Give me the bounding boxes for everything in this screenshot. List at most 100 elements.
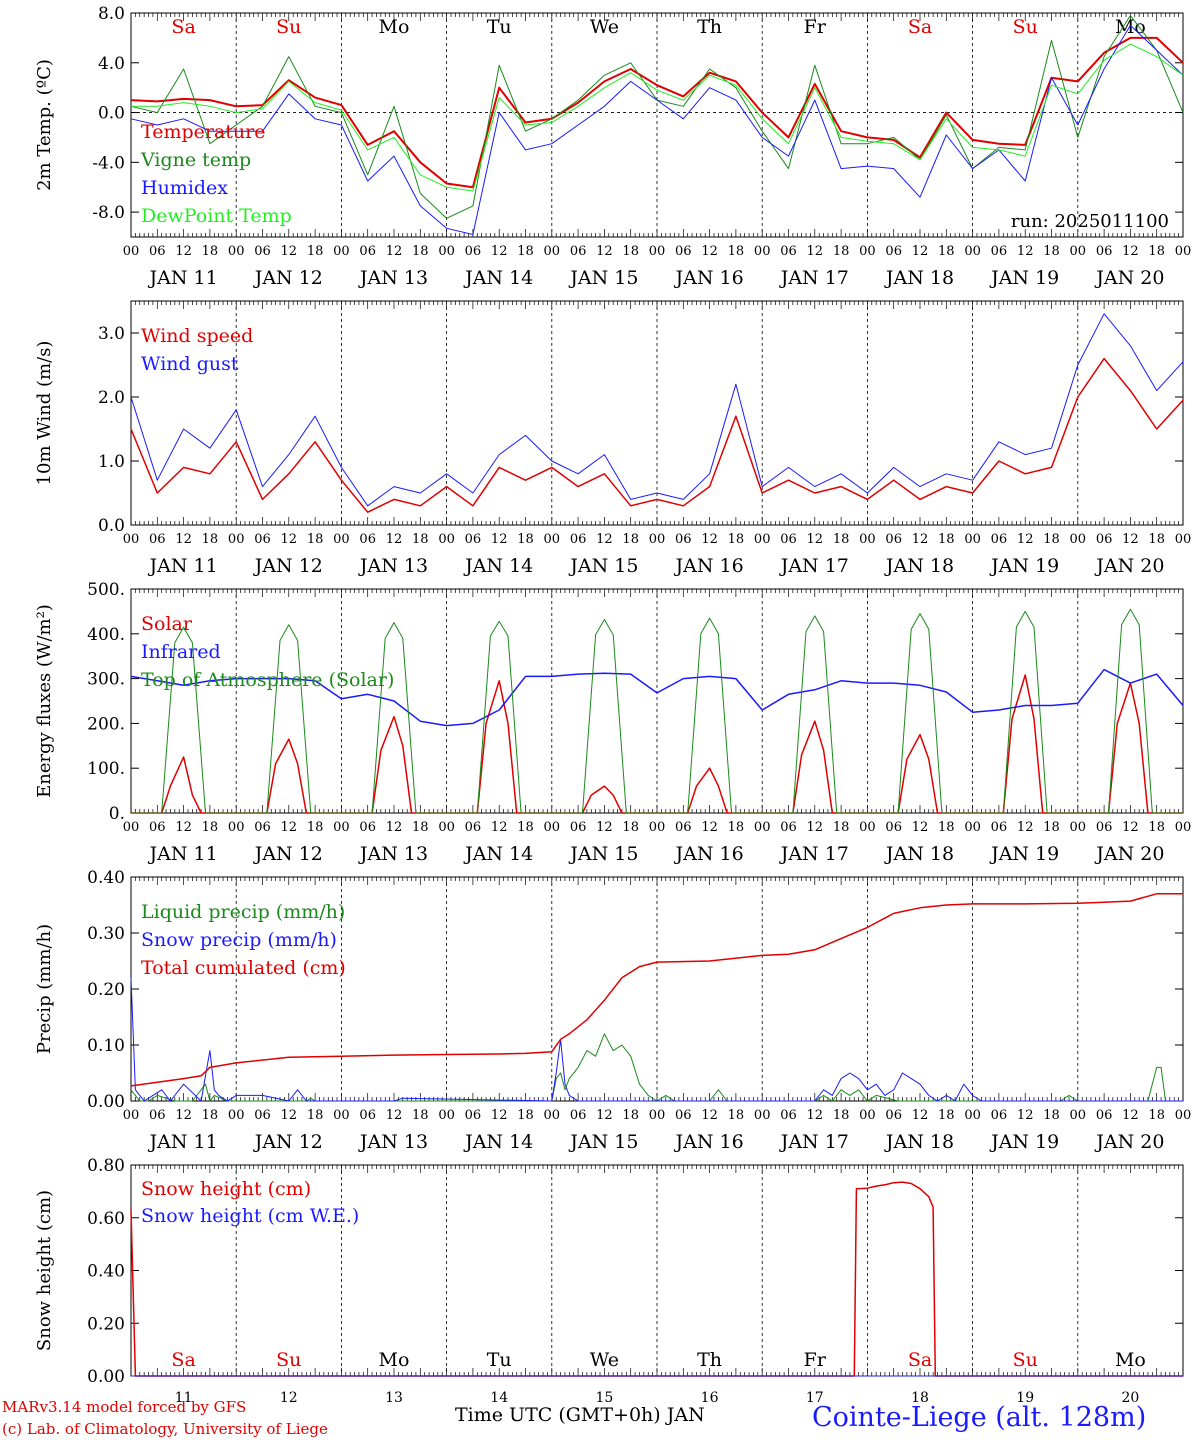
x-hour-label: 12 — [701, 532, 718, 547]
x-hour-label: 12 — [596, 820, 613, 835]
x-hour-label: 06 — [570, 532, 587, 547]
x-day-number: 17 — [806, 1390, 824, 1406]
y-axis-title: Precip (mm/h) — [34, 924, 55, 1054]
y-tick-label: 0. — [109, 804, 125, 824]
x-hour-label: 12 — [281, 1108, 298, 1123]
x-hour-label: 06 — [780, 1108, 797, 1123]
x-hour-label: 18 — [412, 820, 429, 835]
x-hour-label: 18 — [307, 244, 324, 259]
legend-entry: Vigne temp — [140, 149, 251, 171]
x-hour-label: 12 — [281, 532, 298, 547]
x-hour-label: 18 — [938, 244, 955, 259]
x-hour-label: 06 — [991, 532, 1008, 547]
x-hour-label: 18 — [1148, 532, 1165, 547]
y-tick-label: 1.0 — [98, 452, 125, 472]
x-hour-label: 18 — [307, 820, 324, 835]
legend-entry: Snow height (cm W.E.) — [141, 1205, 359, 1227]
x-hour-label: 06 — [570, 244, 587, 259]
x-hour-label: 12 — [175, 820, 192, 835]
x-day-label: JAN 14 — [463, 1131, 533, 1153]
x-hour-label: 12 — [491, 1108, 508, 1123]
x-day-label: JAN 16 — [674, 267, 744, 289]
x-hour-label: 00 — [754, 244, 771, 259]
x-hour-label: 12 — [386, 1108, 403, 1123]
x-hour-label: 18 — [833, 1108, 850, 1123]
x-hour-label: 12 — [1122, 820, 1139, 835]
x-hour-label: 18 — [1148, 1108, 1165, 1123]
weekday-label: Sa — [171, 1349, 195, 1371]
x-hour-label: 18 — [412, 532, 429, 547]
panel-frame — [130, 12, 1184, 238]
x-day-number: 16 — [701, 1390, 719, 1406]
x-hour-label: 00 — [859, 244, 876, 259]
x-hour-label: 18 — [412, 244, 429, 259]
y-axis-title: Snow height (cm) — [34, 1190, 55, 1351]
x-hour-label: 12 — [701, 820, 718, 835]
x-hour-label: 18 — [1043, 1108, 1060, 1123]
x-hour-label: 12 — [386, 532, 403, 547]
x-hour-label: 00 — [754, 532, 771, 547]
x-hour-label: 06 — [570, 1108, 587, 1123]
x-hour-label: 18 — [833, 820, 850, 835]
run-label: run: 2025011100 — [1011, 211, 1169, 232]
series-line-top-of-atmosphere-solar — [131, 608, 1183, 814]
x-hour-label: 06 — [885, 244, 902, 259]
x-hour-label: 06 — [780, 532, 797, 547]
x-hour-label: 12 — [807, 820, 824, 835]
x-day-label: JAN 15 — [568, 267, 638, 289]
y-tick-label: 0.10 — [87, 1036, 125, 1056]
x-hour-label: 00 — [1070, 244, 1087, 259]
legend-entry: DewPoint Temp — [141, 205, 292, 227]
x-hour-label: 06 — [675, 820, 692, 835]
x-hour-label: 06 — [254, 820, 271, 835]
x-hour-label: 00 — [649, 532, 666, 547]
x-day-label: JAN 14 — [463, 267, 533, 289]
series-line-snow-precip-mm-h — [130, 977, 1183, 1102]
x-day-label: JAN 15 — [568, 555, 638, 577]
x-hour-label: 18 — [728, 244, 745, 259]
x-hour-label: 00 — [544, 532, 561, 547]
x-hour-label: 18 — [307, 1108, 324, 1123]
x-hour-label: 00 — [544, 244, 561, 259]
y-tick-label: 2.0 — [98, 388, 125, 408]
x-hour-label: 00 — [228, 532, 245, 547]
x-day-label: JAN 20 — [1094, 555, 1164, 577]
x-hour-label: 00 — [438, 532, 455, 547]
x-hour-label: 18 — [728, 820, 745, 835]
x-hour-label: 06 — [1096, 532, 1113, 547]
x-hour-label: 00 — [649, 1108, 666, 1123]
x-day-label: JAN 13 — [358, 555, 428, 577]
x-hour-label: 00 — [438, 1108, 455, 1123]
x-hour-label: 06 — [1096, 820, 1113, 835]
station-label: Cointe-Liege (alt. 128m) — [812, 1402, 1147, 1433]
x-hour-label: 00 — [333, 244, 350, 259]
x-day-label: JAN 18 — [884, 555, 954, 577]
x-hour-label: 06 — [149, 532, 166, 547]
x-hour-label: 12 — [175, 532, 192, 547]
x-hour-label: 00 — [438, 244, 455, 259]
x-hour-label: 06 — [675, 244, 692, 259]
weekday-label: Su — [276, 1349, 301, 1371]
x-hour-label: 06 — [885, 532, 902, 547]
x-day-label: JAN 17 — [779, 1131, 849, 1153]
x-hour-label: 12 — [386, 820, 403, 835]
x-hour-label: 06 — [991, 820, 1008, 835]
x-hour-label: 00 — [649, 820, 666, 835]
y-tick-label: 0.20 — [87, 1314, 125, 1334]
panel-frame — [130, 588, 1184, 814]
y-tick-label: 0.0 — [98, 104, 125, 124]
x-hour-label: 00 — [544, 820, 561, 835]
x-hour-label: 00 — [649, 244, 666, 259]
x-hour-label: 00 — [228, 1108, 245, 1123]
x-hour-label: 00 — [1175, 532, 1192, 547]
x-hour-label: 06 — [885, 1108, 902, 1123]
x-hour-label: 12 — [491, 532, 508, 547]
x-hour-label: 18 — [517, 820, 534, 835]
weekday-label: We — [590, 1349, 619, 1371]
y-tick-label: 200. — [87, 714, 125, 734]
x-hour-label: 00 — [964, 1108, 981, 1123]
x-hour-label: 06 — [570, 820, 587, 835]
x-day-label: JAN 17 — [779, 843, 849, 865]
x-day-label: JAN 20 — [1094, 267, 1164, 289]
y-tick-label: -4.0 — [92, 153, 125, 173]
